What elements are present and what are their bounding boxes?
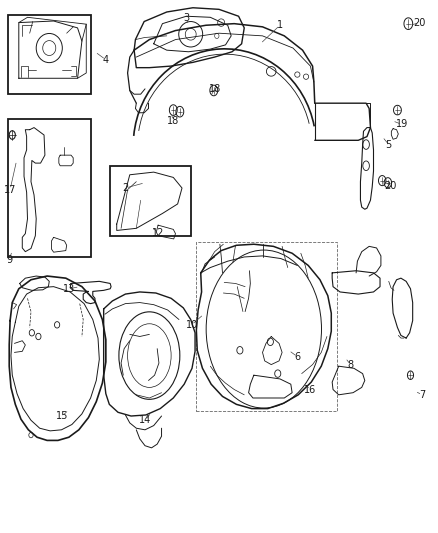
Text: 12: 12 [152, 228, 164, 238]
Text: 1: 1 [277, 20, 283, 30]
Text: 16: 16 [304, 384, 317, 394]
Text: 5: 5 [385, 140, 392, 150]
Text: 2: 2 [122, 183, 128, 193]
Text: 15: 15 [56, 411, 68, 421]
Text: 13: 13 [63, 284, 75, 294]
Text: 18: 18 [167, 116, 180, 126]
Text: 3: 3 [183, 13, 189, 23]
Text: 17: 17 [4, 184, 16, 195]
Text: 18: 18 [208, 84, 221, 94]
Bar [196, 242, 336, 411]
Text: 7: 7 [419, 390, 425, 400]
Text: 10: 10 [185, 320, 198, 330]
Bar [8, 119, 91, 257]
Text: 19: 19 [396, 119, 408, 130]
Text: 8: 8 [347, 360, 353, 369]
Text: 6: 6 [294, 352, 300, 361]
Text: 4: 4 [103, 55, 109, 64]
Bar [110, 166, 191, 236]
Text: 9: 9 [6, 255, 12, 264]
Text: 20: 20 [385, 181, 397, 191]
Text: 14: 14 [139, 415, 151, 425]
Bar [8, 14, 91, 94]
Text: 20: 20 [413, 18, 425, 28]
